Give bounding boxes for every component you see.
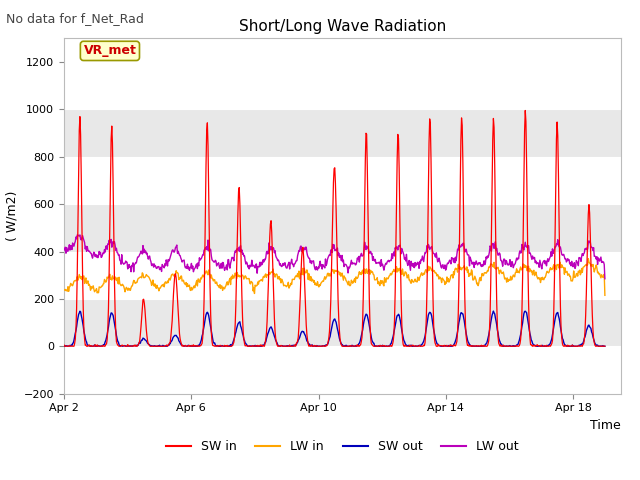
Y-axis label: ( W/m2): ( W/m2) — [5, 191, 18, 241]
Bar — [64, 299, 621, 346]
Title: Short/Long Wave Radiation: Short/Long Wave Radiation — [239, 20, 446, 35]
Text: VR_met: VR_met — [83, 44, 136, 58]
Bar — [64, 204, 621, 252]
Bar — [64, 109, 621, 157]
X-axis label: Time: Time — [590, 419, 621, 432]
Legend: SW in, LW in, SW out, LW out: SW in, LW in, SW out, LW out — [161, 435, 524, 458]
Text: No data for f_Net_Rad: No data for f_Net_Rad — [6, 12, 144, 25]
